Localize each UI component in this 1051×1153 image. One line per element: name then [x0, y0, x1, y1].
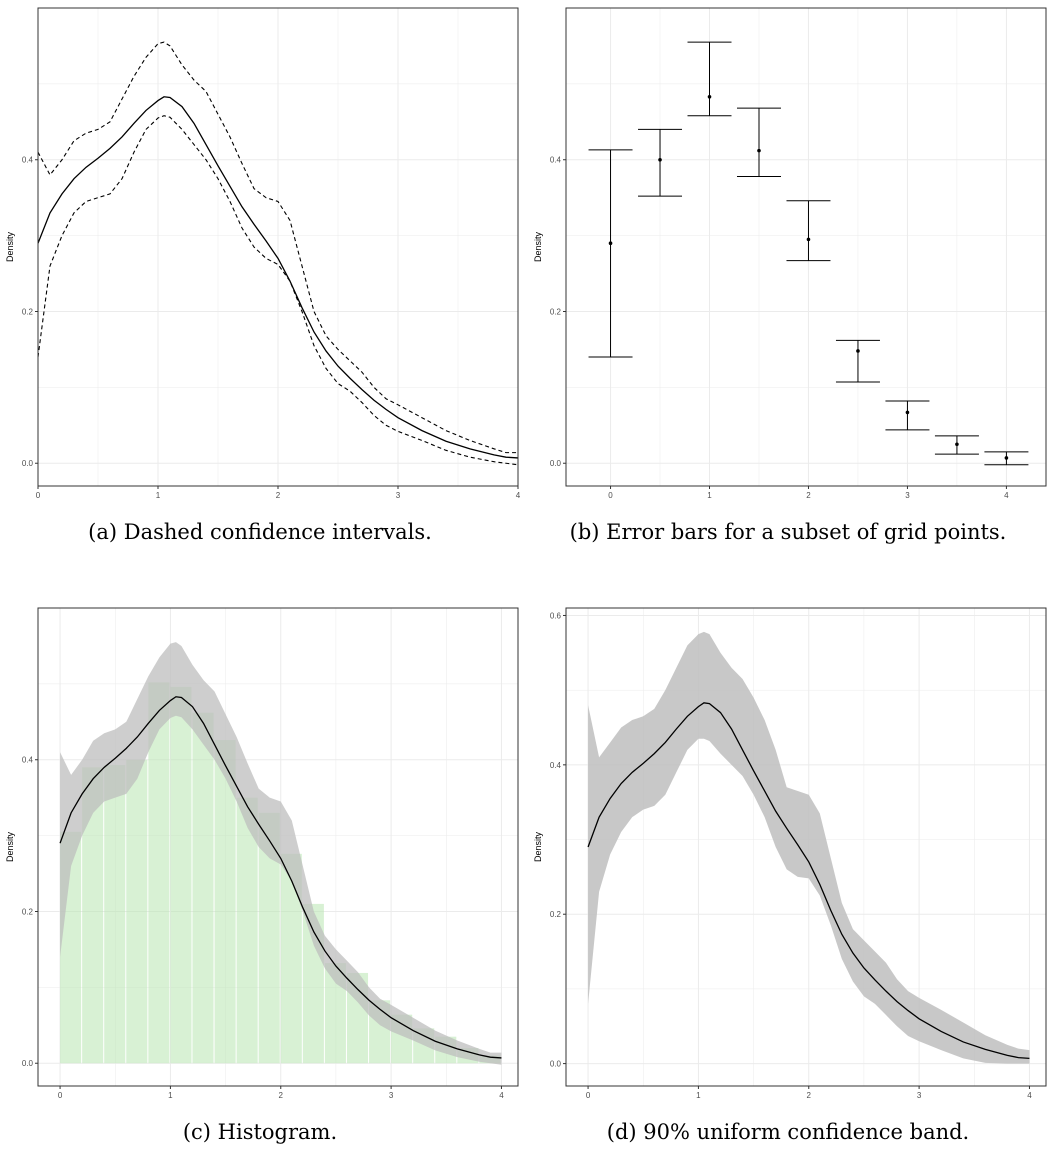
error-bar — [588, 149, 633, 358]
y-tick-label: 0.4 — [22, 156, 34, 165]
x-tick-label: 3 — [917, 1091, 922, 1100]
point-estimate — [707, 94, 712, 99]
histogram-bar — [258, 812, 280, 1064]
x-tick-label: 0 — [36, 491, 41, 500]
x-tick-label: 1 — [156, 491, 161, 500]
density-estimate-line — [59, 696, 502, 1059]
histogram-bar — [236, 797, 258, 1064]
x-tick-label: 2 — [807, 1091, 812, 1100]
plot-border — [565, 7, 1047, 487]
y-tick-label: 0.0 — [550, 1060, 562, 1069]
point-estimate — [955, 442, 959, 447]
grid-lines — [566, 8, 1046, 486]
error-bar — [736, 107, 781, 177]
x-tick-label: 2 — [276, 491, 281, 500]
panel-a: 0 1 2 3 4 0.0 0.2 0.4 Density (a) Dashed confide… — [0, 0, 521, 544]
histogram-bar — [104, 765, 126, 1064]
x-tick-label: 3 — [396, 491, 401, 500]
plot-border — [37, 607, 519, 1087]
chart-d: 0 1 2 3 4 0.0 0.2 0.4 0.6 Density — [533, 607, 1047, 1100]
histogram-bar — [280, 853, 302, 1064]
histogram-bar — [126, 759, 148, 1064]
y-tick-label: 0.4 — [550, 761, 562, 770]
x-tick-label: 1 — [696, 1091, 701, 1100]
histogram-bar — [170, 686, 192, 1064]
y-tick-label: 0.0 — [22, 1059, 34, 1068]
point-estimate — [856, 349, 860, 353]
y-tick-label: 0.4 — [550, 156, 562, 165]
error-bar — [638, 128, 683, 197]
confidence-band — [588, 631, 1030, 1064]
chart-c: 0 1 2 3 4 0.0 0.2 0.4 Density — [5, 607, 519, 1100]
chart-b: 0 1 2 3 4 0.0 0.2 0.4 Density — [533, 7, 1047, 500]
y-tick-label: 0.4 — [22, 756, 34, 765]
histogram-bar — [214, 740, 236, 1064]
upper-interval-line — [37, 41, 518, 454]
histogram-bar — [82, 767, 104, 1064]
error-bar — [984, 451, 1029, 466]
chart-a: 0 1 2 3 4 0.0 0.2 0.4 Density — [5, 7, 521, 500]
x-tick-label: 4 — [516, 491, 521, 500]
error-bar — [934, 435, 979, 455]
x-tick-label: 2 — [279, 1091, 284, 1100]
histogram-bar — [324, 963, 346, 1064]
error-bar — [786, 200, 831, 262]
y-tick-label: 0.2 — [550, 910, 562, 919]
y-axis-label: Density — [533, 831, 543, 862]
x-tick-label: 3 — [905, 491, 910, 500]
caption-b: (b) Error bars for a subset of grid poin… — [569, 520, 1007, 544]
caption-c: (c) Histogram. — [182, 1120, 338, 1144]
x-tick-label: 2 — [806, 491, 811, 500]
point-estimate — [608, 241, 613, 246]
panel-b: 0 1 2 3 4 0.0 0.2 0.4 Density (b) Error bars for… — [528, 0, 1048, 544]
point-estimate — [757, 148, 761, 153]
error-bar — [687, 41, 732, 117]
density-estimate-line — [37, 96, 519, 459]
histogram-bar — [192, 712, 214, 1064]
y-tick-label: 0.0 — [550, 459, 562, 468]
panel-d: 0 1 2 3 4 0.0 0.2 0.4 0.6 Density (d) 90% uniform… — [528, 600, 1048, 1144]
y-axis-label: Density — [5, 831, 15, 862]
x-tick-label: 3 — [389, 1091, 394, 1100]
x-tick-label: 4 — [1027, 1091, 1032, 1100]
caption-d: (d) 90% uniform confidence band. — [606, 1120, 970, 1144]
x-tick-label: 0 — [58, 1091, 63, 1100]
y-tick-label: 0.2 — [22, 307, 34, 316]
point-estimate — [658, 157, 662, 162]
x-tick-label: 4 — [499, 1091, 504, 1100]
y-tick-label: 0.0 — [22, 459, 34, 468]
grid-lines — [37, 8, 519, 486]
plot-border — [565, 607, 1047, 1087]
y-tick-label: 0.2 — [550, 307, 562, 316]
point-estimate — [905, 410, 910, 415]
point-estimate — [806, 237, 811, 242]
x-tick-label: 0 — [608, 491, 613, 500]
point-estimate — [1004, 456, 1009, 460]
x-tick-label: 1 — [168, 1091, 173, 1100]
caption-a: (a) Dashed confidence intervals. — [88, 520, 432, 544]
panel-c: 0 1 2 3 4 0.0 0.2 0.4 Density (c) Histogram. — [0, 600, 520, 1144]
y-axis-label: Density — [5, 231, 15, 262]
x-tick-label: 0 — [586, 1091, 591, 1100]
histogram-bar — [148, 682, 170, 1064]
confidence-band — [60, 642, 502, 1065]
y-tick-label: 0.6 — [550, 611, 562, 620]
y-axis-label: Density — [533, 231, 543, 262]
density-estimate-line — [587, 702, 1030, 1060]
x-tick-label: 1 — [707, 491, 712, 500]
x-tick-label: 4 — [1004, 491, 1009, 500]
error-bar — [835, 339, 880, 383]
error-bar — [885, 400, 930, 431]
y-tick-label: 0.2 — [22, 907, 34, 916]
